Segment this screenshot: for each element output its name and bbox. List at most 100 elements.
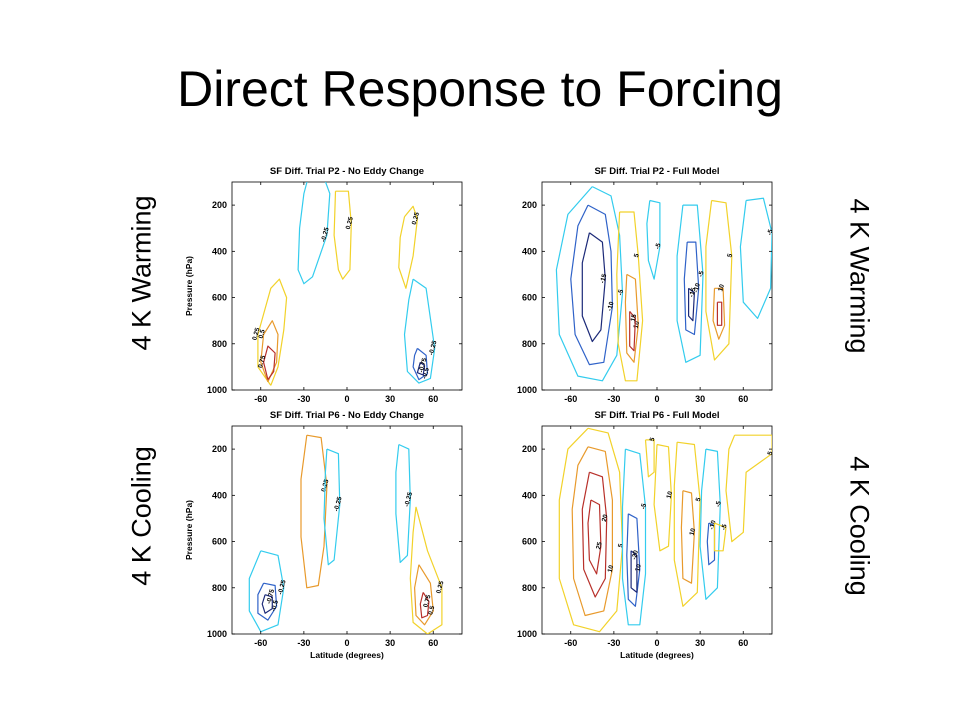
contour-line-darkblue [261, 594, 273, 614]
contour-line-cyan [323, 448, 341, 566]
y-tick-label: 200 [212, 444, 227, 454]
y-tick-label: 600 [522, 537, 537, 547]
contour-line-cyan [621, 448, 647, 626]
contour-label: 5 [695, 497, 703, 503]
right-label-warming: 4 K Warming [844, 198, 875, 354]
contour-line-cyan [555, 186, 624, 382]
contour-line-orange [414, 564, 434, 626]
contour-label: 0.25 [411, 211, 421, 225]
contour-line-yellow [257, 278, 288, 386]
contour-line-orange [260, 320, 279, 383]
contour-label: 0.75 [422, 594, 432, 608]
x-tick-label: 60 [428, 394, 438, 404]
contour-line-red [587, 499, 602, 575]
y-tick-label: 800 [212, 583, 227, 593]
y-axis-label: Pressure (hPa) [184, 500, 194, 560]
contour-label: 10 [633, 320, 642, 329]
contour-label: 0.75 [257, 354, 267, 368]
contour-label: 0.25 [345, 216, 355, 230]
left-label-warming: 4 K Warming [126, 195, 157, 351]
contour-line-yellow [725, 434, 772, 543]
y-tick-label: 1000 [517, 629, 537, 639]
contour-label: -0.25 [428, 340, 439, 356]
y-tick-label: 800 [212, 339, 227, 349]
contour-line-blue [683, 241, 700, 336]
x-tick-label: -30 [297, 638, 310, 648]
y-tick-label: 400 [212, 246, 227, 256]
contour-line-yellow [333, 190, 352, 280]
x-tick-label: -30 [607, 394, 620, 404]
y-tick-label: 200 [522, 444, 537, 454]
contour-label: 15 [630, 313, 639, 322]
contour-line-red [581, 471, 608, 598]
contour-label: -15 [599, 273, 608, 284]
contour-line-red [419, 592, 430, 619]
contour-line-cyan [248, 550, 285, 633]
contour-line-blue [257, 582, 278, 621]
contour-line-red [629, 311, 636, 352]
contour-line-cyan [676, 204, 704, 363]
contour-label: -20 [631, 549, 640, 560]
x-tick-label: 0 [344, 638, 349, 648]
contour-label: 20 [601, 513, 610, 522]
x-tick-label: -30 [607, 638, 620, 648]
contour-line-yellow [398, 205, 418, 289]
panel-title: SF Diff. Trial P2 - No Eddy Change [270, 166, 424, 177]
contour-panel-p6-full-model: SF Diff. Trial P6 - Full Model5102025-5-… [517, 410, 775, 660]
y-tick-label: 600 [522, 293, 537, 303]
contour-label: 10 [666, 490, 675, 499]
x-axis-label: Latitude (degrees) [620, 650, 694, 660]
y-tick-label: 800 [522, 339, 537, 349]
contour-line-cyan [395, 443, 411, 563]
contour-line-orange [624, 273, 639, 363]
contour-line-blue [412, 347, 429, 381]
y-tick-label: 200 [212, 200, 227, 210]
x-tick-label: 0 [344, 394, 349, 404]
contour-label: 0.5 [258, 329, 267, 340]
y-tick-label: 400 [522, 246, 537, 256]
contour-label: -10 [693, 282, 702, 293]
contour-label: -0.25 [277, 579, 288, 595]
contour-line-yellow [673, 441, 701, 607]
contour-line-orange [571, 446, 613, 617]
y-tick-label: 200 [522, 200, 537, 210]
contour-label: 0.25 [435, 580, 445, 594]
y-axis-label: Pressure (hPa) [184, 256, 194, 316]
contour-line-cyan [646, 199, 661, 280]
contour-line-blue [570, 204, 613, 366]
contour-label: 25 [595, 541, 604, 550]
contour-line-yellow [705, 199, 733, 361]
contour-label: 10 [607, 564, 616, 573]
contour-label: -0.5 [421, 367, 431, 380]
contour-line-yellow [644, 439, 655, 478]
contour-line-darkblue [581, 232, 606, 343]
contour-line-darkblue [688, 287, 695, 322]
contour-line-cyan [699, 448, 721, 600]
contour-label: 5 [617, 543, 625, 549]
contour-label: 5 [767, 450, 775, 456]
x-tick-label: 60 [738, 394, 748, 404]
contour-line-blue [626, 513, 641, 607]
contour-line-yellow [409, 506, 443, 634]
x-tick-label: -60 [254, 394, 267, 404]
contour-line-cyan [739, 197, 772, 319]
x-tick-label: 0 [654, 394, 659, 404]
contour-line-yellow [653, 443, 672, 552]
contour-label: -0.25 [404, 491, 415, 507]
contour-line-yellow [558, 427, 624, 633]
contour-label: -0.25 [333, 496, 344, 512]
plot-frame [541, 181, 773, 391]
contour-line-red [716, 301, 723, 326]
contour-label: -5 [617, 288, 625, 296]
contour-label: -0.75 [266, 588, 277, 604]
contour-label: 5 [633, 253, 641, 259]
x-axis-label: Latitude (degrees) [310, 650, 384, 660]
y-tick-label: 1000 [207, 385, 227, 395]
contour-label: -0.25 [320, 226, 331, 242]
contour-label: -5 [640, 502, 648, 510]
x-tick-label: 30 [695, 394, 705, 404]
contour-label: -10 [606, 301, 615, 312]
x-tick-label: 30 [695, 638, 705, 648]
contour-label: -5 [715, 500, 723, 508]
contour-label: 0.5 [427, 605, 436, 616]
